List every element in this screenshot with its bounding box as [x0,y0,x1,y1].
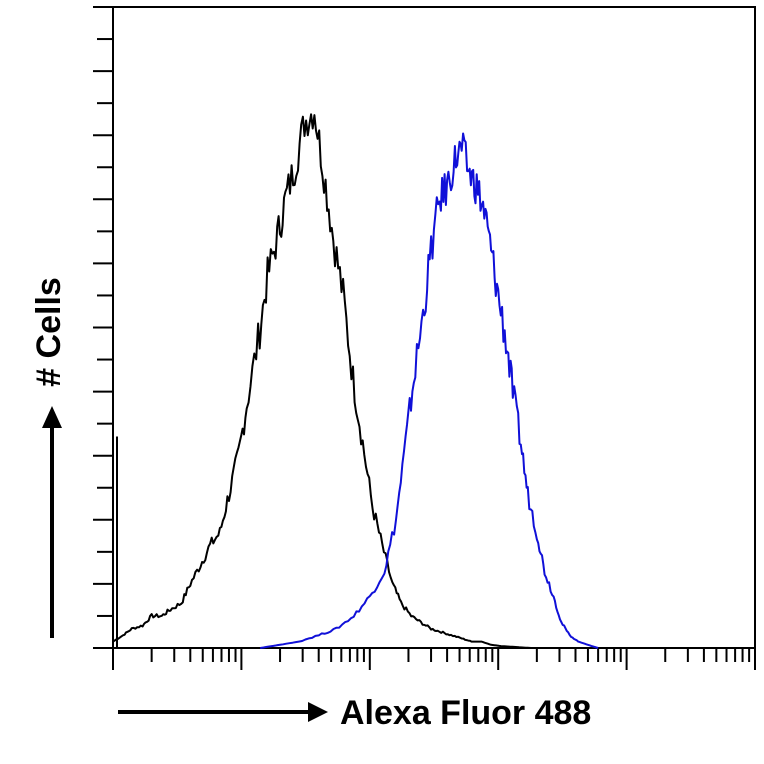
y-axis-arrowhead [42,406,62,428]
plot-frame [112,6,756,649]
series-line-2 [260,132,599,649]
series-layer [112,113,599,649]
x-axis-arrowhead [308,702,328,722]
x-axis-ticks [112,648,756,670]
y-axis-label: # Cells [30,277,68,387]
series-line-1 [112,113,532,649]
y-axis-ticks [93,6,113,649]
x-axis-label: Alexa Fluor 488 [340,694,591,732]
